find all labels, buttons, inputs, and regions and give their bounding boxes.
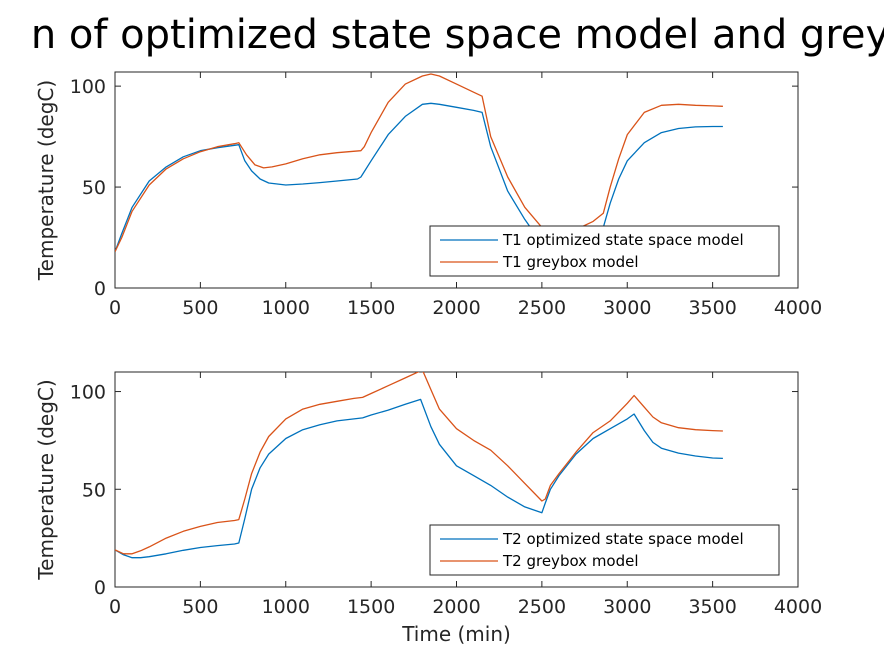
x-tick-label: 1000 (262, 297, 310, 319)
legend: T1 optimized state space model T1 greybox… (429, 225, 780, 277)
legend-box (429, 524, 780, 576)
x-tick-label: 3000 (603, 297, 651, 319)
x-tick-label: 3500 (688, 596, 736, 618)
legend-label: T2 optimized state space model (502, 530, 744, 548)
x-tick-label: 4000 (774, 596, 822, 618)
x-tick-label: 1500 (347, 297, 395, 319)
x-axis-label: Time (min) (401, 622, 511, 646)
x-tick-label: 0 (109, 596, 121, 618)
legend-label: T1 optimized state space model (502, 231, 744, 249)
x-tick-label: 4000 (774, 297, 822, 319)
y-tick-label: 50 (82, 479, 106, 501)
y-tick-label: 0 (94, 278, 106, 300)
y-tick-label: 100 (70, 76, 106, 98)
plot-t2: 0 500 1000 1500 2000 2500 3000 3500 4000 0 50 100 Te… (34, 371, 822, 646)
legend-box (429, 225, 780, 277)
series-line-optimized (115, 102, 723, 252)
y-axis-label: Temperature (degC) (34, 379, 58, 580)
x-tick-label: 500 (182, 596, 218, 618)
legend-label: T2 greybox model (502, 552, 639, 570)
y-tick-label: 0 (94, 577, 106, 599)
plot-t1: 0 500 1000 1500 2000 2500 3000 3500 4000 0 50 100 Te… (34, 71, 822, 319)
x-tick-label: 1500 (347, 596, 395, 618)
series-line-greybox (115, 372, 723, 555)
x-tick-label: 2500 (518, 297, 566, 319)
series-line-greybox (115, 73, 723, 252)
x-tick-label: 3500 (688, 297, 736, 319)
y-tick-label: 50 (82, 177, 106, 199)
x-tick-label: 500 (182, 297, 218, 319)
x-tick-label: 1000 (262, 596, 310, 618)
legend-label: T1 greybox model (502, 253, 639, 271)
x-tick-label: 2000 (432, 596, 480, 618)
x-tick-label: 2000 (432, 297, 480, 319)
series-line-optimized (115, 398, 723, 559)
x-tick-label: 0 (109, 297, 121, 319)
x-tick-label: 2500 (518, 596, 566, 618)
y-axis-label: Temperature (degC) (34, 80, 58, 281)
x-tick-label: 3000 (603, 596, 651, 618)
series-group (115, 372, 723, 559)
series-group (115, 73, 723, 252)
figure-title: n of optimized state space model and gre… (31, 12, 884, 58)
y-tick-label: 100 (70, 382, 106, 404)
legend: T2 optimized state space model T2 greybox… (429, 524, 780, 576)
